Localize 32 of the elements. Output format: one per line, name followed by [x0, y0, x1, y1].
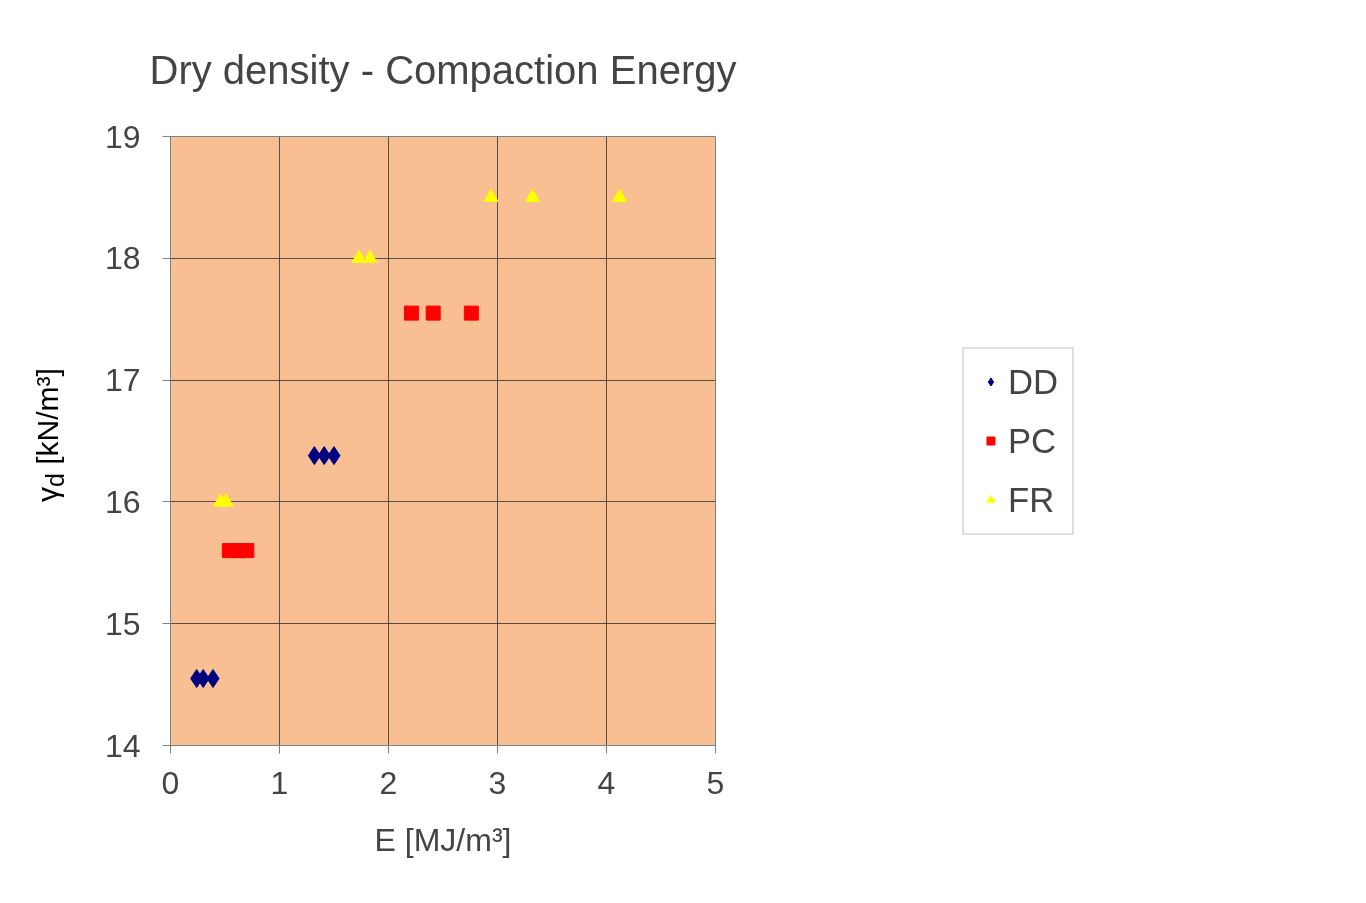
x-tick-label: 5: [706, 764, 725, 801]
point: [612, 188, 628, 202]
point: [463, 305, 479, 321]
point: [218, 493, 234, 507]
point: [239, 543, 255, 559]
point: [317, 446, 331, 466]
legend-label: FR: [1007, 480, 1055, 519]
x-tick-label: 0: [161, 764, 180, 801]
y-tick-label: 19: [104, 118, 141, 155]
point: [307, 446, 321, 466]
y-tick-label: 16: [104, 483, 141, 520]
point: [351, 249, 367, 263]
y-tick-label: 17: [104, 362, 141, 399]
x-tick-label: 2: [379, 764, 398, 801]
y-tick-label: 15: [104, 605, 141, 642]
x-tick-label: 4: [597, 764, 616, 801]
x-tick-label: 1: [270, 764, 289, 801]
point: [425, 305, 441, 321]
point: [327, 446, 341, 466]
x-tick-label: 3: [488, 764, 507, 801]
legend-label: DD: [1007, 362, 1059, 401]
chart-title: Dry density - Compaction Energy: [149, 47, 737, 92]
point: [483, 188, 499, 202]
legend-label: PC: [1007, 421, 1057, 460]
point: [524, 188, 540, 202]
point: [403, 305, 419, 321]
y-tick-label: 18: [104, 240, 141, 277]
point: [196, 669, 210, 689]
x-axis-title: E [MJ/m³]: [374, 821, 512, 858]
point: [206, 669, 220, 689]
point: [362, 249, 378, 263]
y-tick-label: 14: [104, 727, 141, 764]
